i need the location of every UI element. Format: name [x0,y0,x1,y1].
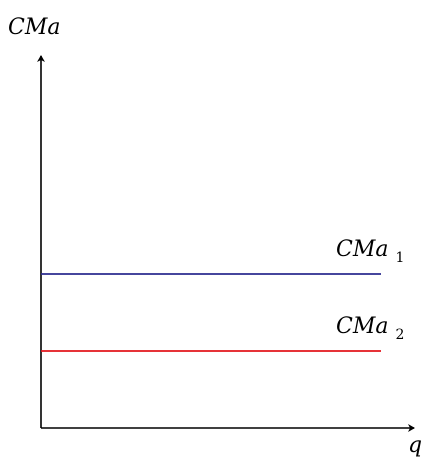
series-label-cma2: CMa 2 [336,314,404,343]
series-label-cma1-subscript: 1 [395,250,404,266]
series-label-cma2-name: CMa [336,314,388,339]
series-label-cma1-name: CMa [336,237,388,262]
series-label-cma1: CMa 1 [336,237,404,266]
x-axis-label: q [408,433,422,458]
series-label-cma2-subscript: 2 [395,327,404,343]
y-axis-label: CMa [8,15,60,40]
